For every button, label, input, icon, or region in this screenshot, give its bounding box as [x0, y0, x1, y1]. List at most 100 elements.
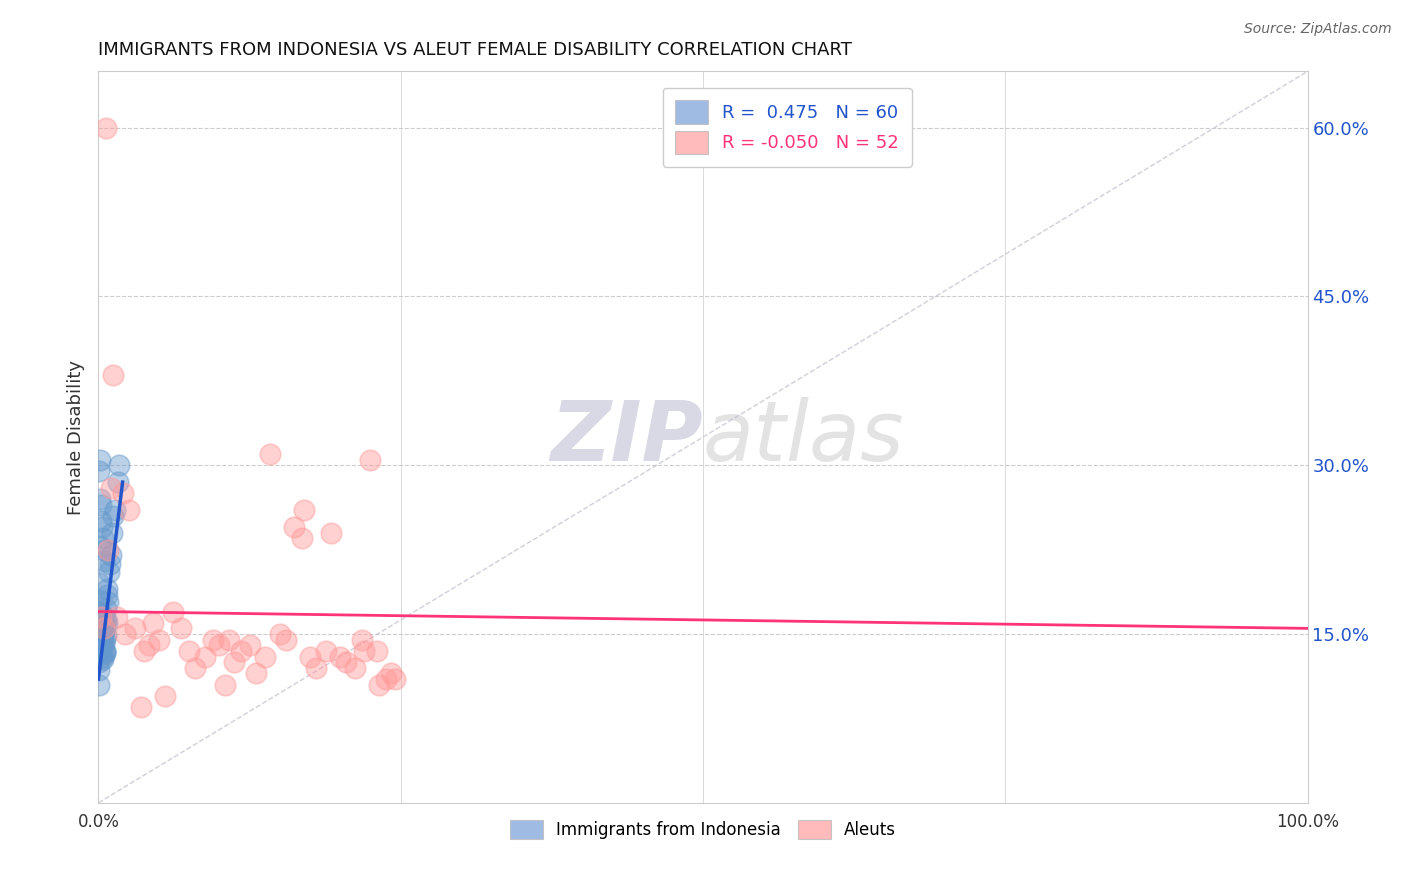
Point: [229, 644, 252, 658]
Point: [274, 632, 297, 647]
Point: [148, 632, 170, 647]
Point: [107, 475, 129, 489]
Point: [94, 646, 117, 660]
Point: [129, 700, 152, 714]
Point: [100, 525, 122, 540]
Point: [222, 655, 245, 669]
Point: [292, 503, 315, 517]
Point: [162, 605, 184, 619]
Point: [87, 644, 110, 658]
Point: [366, 644, 388, 658]
Point: [305, 661, 328, 675]
Point: [100, 548, 122, 562]
Point: [89, 491, 111, 506]
Point: [259, 447, 281, 461]
Point: [89, 593, 111, 607]
Point: [89, 624, 111, 639]
Point: [87, 678, 110, 692]
Legend: Immigrants from Indonesia, Aleuts: Immigrants from Indonesia, Aleuts: [503, 814, 903, 846]
Point: [93, 542, 115, 557]
Text: atlas: atlas: [703, 397, 904, 477]
Point: [239, 638, 262, 652]
Point: [90, 610, 112, 624]
Point: [134, 644, 156, 658]
Point: [90, 607, 112, 621]
Point: [153, 689, 176, 703]
Point: [94, 628, 117, 642]
Point: [89, 576, 111, 591]
Point: [208, 638, 231, 652]
Point: [350, 632, 373, 647]
Point: [111, 486, 134, 500]
Point: [124, 621, 146, 635]
Text: Source: ZipAtlas.com: Source: ZipAtlas.com: [1244, 22, 1392, 37]
Point: [89, 640, 111, 655]
Point: [93, 644, 115, 658]
Point: [290, 532, 312, 546]
Point: [89, 636, 111, 650]
Point: [93, 554, 115, 568]
Point: [91, 532, 114, 546]
Point: [89, 663, 111, 677]
Point: [91, 621, 114, 635]
Point: [96, 588, 118, 602]
Point: [90, 620, 112, 634]
Point: [114, 627, 136, 641]
Point: [93, 645, 115, 659]
Point: [353, 644, 375, 658]
Point: [343, 661, 366, 675]
Point: [91, 626, 114, 640]
Point: [90, 627, 112, 641]
Point: [202, 632, 225, 647]
Point: [93, 652, 115, 666]
Point: [169, 621, 191, 635]
Point: [94, 602, 117, 616]
Point: [91, 520, 114, 534]
Point: [93, 624, 115, 638]
Point: [194, 649, 217, 664]
Point: [90, 629, 112, 643]
Point: [97, 595, 120, 609]
Point: [90, 614, 112, 628]
Point: [90, 647, 112, 661]
Point: [368, 678, 391, 692]
Point: [87, 655, 110, 669]
Point: [214, 678, 236, 692]
Point: [91, 635, 114, 649]
Point: [138, 638, 160, 652]
Point: [93, 637, 115, 651]
Text: ZIP: ZIP: [550, 397, 703, 477]
Point: [105, 610, 128, 624]
Point: [269, 627, 291, 641]
Point: [93, 621, 115, 635]
Point: [94, 120, 117, 135]
Point: [98, 565, 121, 579]
Point: [245, 666, 267, 681]
Point: [94, 618, 117, 632]
Point: [315, 644, 337, 658]
Point: [89, 605, 111, 619]
Point: [101, 508, 124, 523]
Point: [179, 644, 201, 658]
Point: [375, 672, 398, 686]
Point: [329, 649, 352, 664]
Point: [100, 481, 122, 495]
Y-axis label: Female Disability: Female Disability: [66, 359, 84, 515]
Point: [91, 631, 114, 645]
Point: [90, 642, 112, 657]
Point: [90, 498, 112, 512]
Point: [108, 458, 131, 473]
Point: [93, 610, 115, 624]
Point: [89, 464, 111, 478]
Point: [360, 452, 382, 467]
Point: [384, 672, 406, 686]
Point: [98, 558, 121, 572]
Point: [89, 452, 111, 467]
Point: [94, 632, 117, 646]
Point: [97, 542, 120, 557]
Point: [283, 520, 305, 534]
Point: [89, 638, 111, 652]
Point: [91, 615, 114, 630]
Point: [101, 368, 124, 383]
Point: [218, 632, 240, 647]
